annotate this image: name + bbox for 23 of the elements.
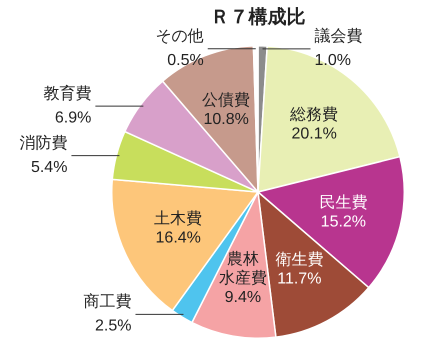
slice-label: 議会費 [314, 27, 363, 46]
slice-label: 農林水産費 [218, 250, 267, 287]
data-label: 20.1% [292, 126, 337, 143]
data-label: 1.0% [314, 52, 351, 70]
data-label: 10.8% [203, 111, 249, 128]
data-label: 11.7% [277, 270, 322, 288]
slice-label: 教育費 [43, 84, 92, 102]
slice-label: その他 [156, 28, 204, 46]
data-label: 16.4% [156, 229, 201, 246]
data-label: 9.4% [224, 288, 262, 306]
data-label: 2.5% [95, 318, 132, 335]
slice-label: 衛生費 [275, 250, 324, 268]
data-label: 6.9% [54, 110, 92, 126]
slice-label: 消防費 [19, 134, 68, 152]
data-label: 0.5% [167, 52, 204, 70]
slice-label: 公債費 [202, 91, 250, 110]
slice-label: 総務費 [289, 106, 338, 124]
slice-label: 商工費 [83, 292, 132, 311]
chart-title: Ｒ７構成比 [210, 6, 306, 28]
data-label: 5.4% [30, 159, 68, 176]
slice-label: 民生費 [319, 193, 368, 212]
slice-label: 土木費 [154, 209, 202, 228]
data-label: 15.2% [320, 213, 366, 230]
